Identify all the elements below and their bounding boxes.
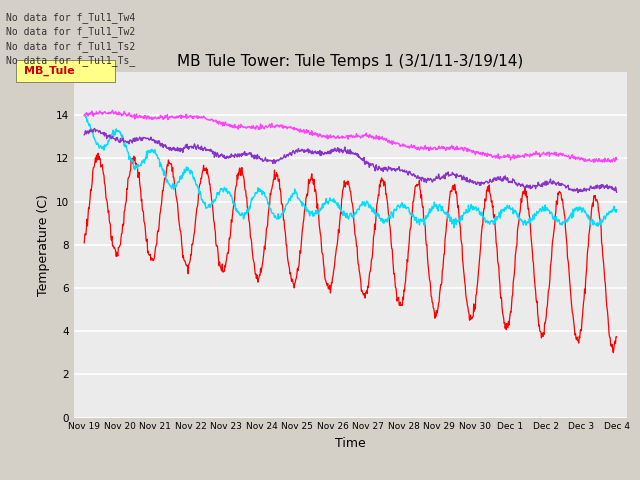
Text: MB_Tule: MB_Tule: [24, 66, 75, 76]
Text: No data for f_Tul1_Tw2: No data for f_Tul1_Tw2: [6, 26, 136, 37]
Text: No data for f_Tul1_Ts_: No data for f_Tul1_Ts_: [6, 55, 136, 66]
X-axis label: Time: Time: [335, 437, 366, 450]
Text: No data for f_Tul1_Ts2: No data for f_Tul1_Ts2: [6, 41, 136, 52]
Text: No data for f_Tul1_Tw4: No data for f_Tul1_Tw4: [6, 12, 136, 23]
Title: MB Tule Tower: Tule Temps 1 (3/1/11-3/19/14): MB Tule Tower: Tule Temps 1 (3/1/11-3/19…: [177, 54, 524, 70]
Y-axis label: Temperature (C): Temperature (C): [37, 194, 50, 296]
